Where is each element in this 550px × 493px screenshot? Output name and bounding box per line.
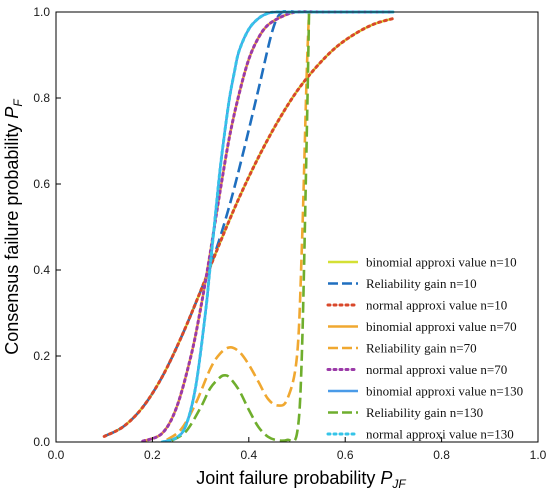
- legend-label: Reliability gain n=130: [366, 405, 483, 420]
- series-line-5: [166, 11, 311, 441]
- series-line-1: [103, 17, 394, 438]
- x-tick-label: 0.2: [144, 448, 161, 462]
- y-tick-label: 0.2: [33, 349, 50, 363]
- series-line-2: [103, 10, 394, 438]
- legend-label: binomial approxi value n=130: [366, 384, 523, 399]
- y-axis-label-var: P: [2, 107, 22, 119]
- y-axis-label: Consensus failure probability PF: [2, 99, 25, 355]
- series-line-6: [141, 10, 395, 442]
- y-tick-label: 0.8: [33, 91, 50, 105]
- y-tick-label: 0.0: [33, 435, 50, 449]
- x-axis-label-main: Joint failure probability: [196, 468, 380, 488]
- series-line-4: [142, 10, 394, 442]
- x-axis-label-var: P: [380, 468, 392, 488]
- x-tick-label: 0.8: [433, 448, 450, 462]
- series-layer: [102, 10, 395, 442]
- legend-label: normal approxi value n=10: [366, 298, 507, 313]
- x-tick-label: 0.4: [240, 448, 257, 462]
- series-line-8: [170, 11, 311, 442]
- x-axis-label: Joint failure probability PJF: [196, 468, 406, 491]
- x-tick-label: 0.0: [48, 448, 65, 462]
- x-axis-label-sub: JF: [391, 477, 406, 491]
- legend-label: binomial approxi value n=10: [366, 255, 517, 270]
- ticks-layer: 0.0 0.2 0.4 0.6 0.8 1.0 0.0 0.2 0.4 0.6 0.8 1.0: [33, 5, 546, 462]
- legend: binomial approxi value n=10 Reliability g…: [326, 255, 523, 442]
- x-tick-label: 0.6: [337, 448, 354, 462]
- legend-label: normal approxi value n=130: [366, 427, 514, 442]
- y-tick-label: 0.4: [33, 263, 50, 277]
- y-axis-label-sub: F: [11, 99, 25, 107]
- series-line-3: [102, 16, 395, 438]
- legend-label: Reliability gain n=10: [366, 276, 477, 291]
- y-tick-label: 1.0: [33, 5, 50, 19]
- plot-frame: [55, 11, 539, 443]
- series-line-9: [160, 10, 395, 442]
- legend-label: binomial approxi value n=70: [366, 319, 517, 334]
- legend-label: normal approxi value n=70: [366, 362, 507, 377]
- y-axis-label-main: Consensus failure probability: [2, 119, 22, 355]
- x-tick-label: 1.0: [530, 448, 547, 462]
- legend-label: Reliability gain n=70: [366, 341, 477, 356]
- y-tick-label: 0.6: [33, 177, 50, 191]
